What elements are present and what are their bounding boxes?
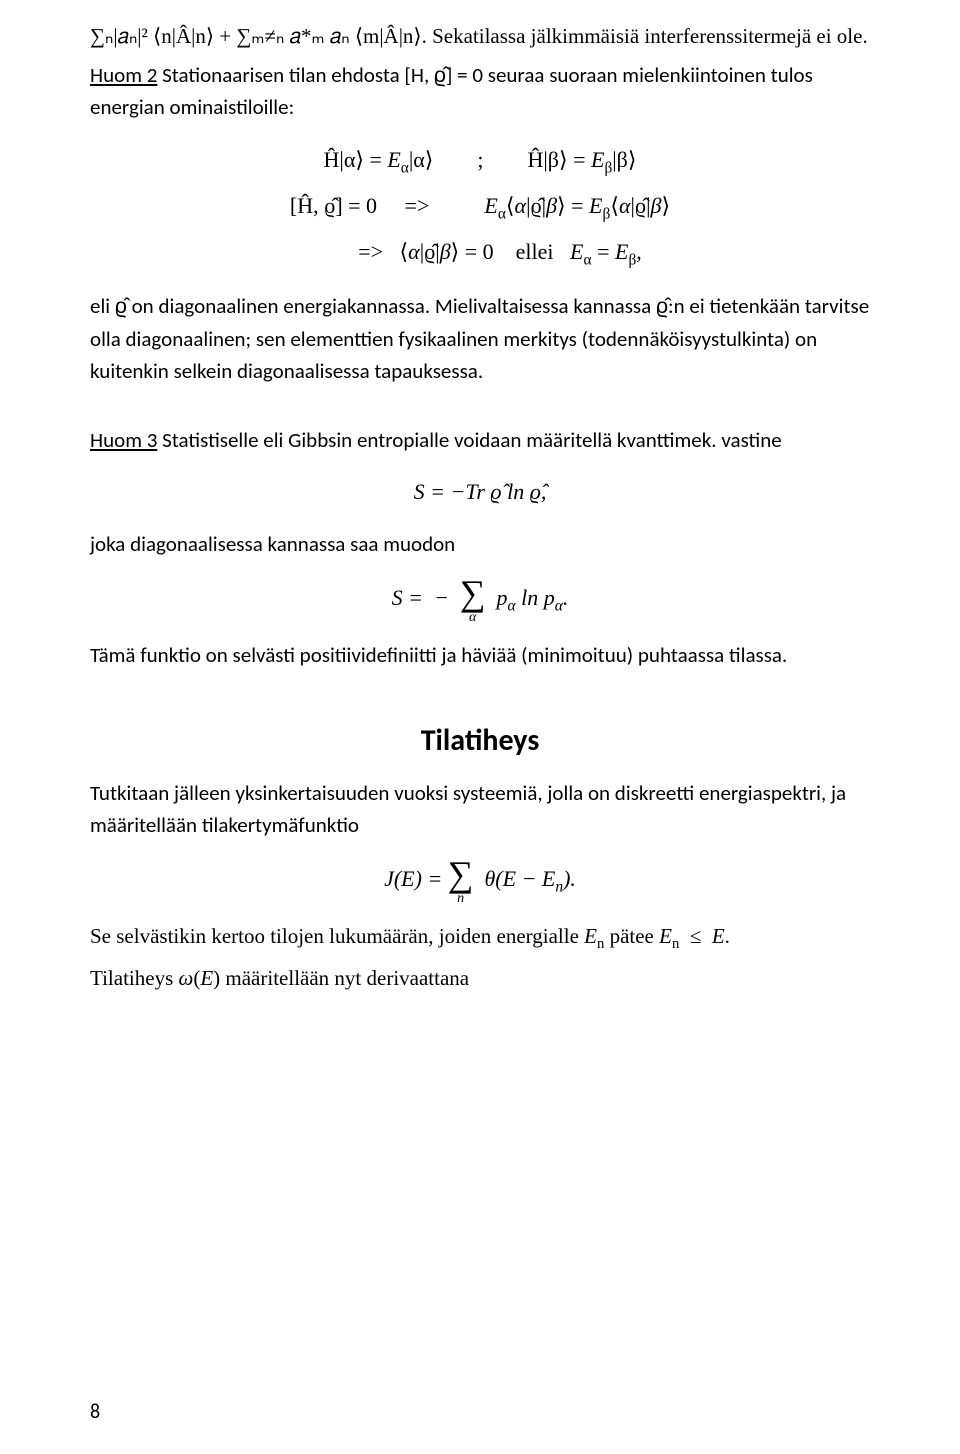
eq4-post: θ(E − En). [479, 866, 576, 891]
eq3-pre: S = − [392, 585, 455, 610]
sum-symbol-n: ∑ n [448, 856, 474, 906]
eq4-pre: J(E) = [384, 866, 448, 891]
paragraph-7: Tutkitaan jälleen yksinkertaisuuden vuok… [90, 777, 870, 842]
eq1-line2: [Ĥ, ϱ̂] = 0 => Eα⟨α|ϱ̂|β⟩ = Eβ⟨α|ϱ̂|β⟩ [90, 184, 870, 230]
eq3-post: pα ln pα. [491, 585, 568, 610]
page-number: 8 [90, 1400, 100, 1424]
note-label-2: Huom 2 [90, 62, 157, 88]
eq-inline-1: ∑ₙ|𝑎ₙ|² ⟨n|Â|n⟩ + ∑ₘ≠ₙ 𝑎*ₘ 𝑎ₙ ⟨m|Â|n⟩. S… [90, 24, 868, 48]
document-page: ∑ₙ|𝑎ₙ|² ⟨n|Â|n⟩ + ∑ₘ≠ₙ 𝑎*ₘ 𝑎ₙ ⟨m|Â|n⟩. S… [0, 0, 960, 1454]
paragraph-2-body: Stationaarisen tilan ehdosta [Ĥ, ϱ̂] = 0… [90, 62, 813, 121]
section-heading-tilatiheys: Tilatiheys [90, 722, 870, 759]
equation-block-3: S = − ∑ α pα ln pα. [90, 575, 870, 625]
paragraph-2: Huom 2 Stationaarisen tilan ehdosta [Ĥ, … [90, 59, 870, 124]
equation-block-2: S = −Tr ϱ̂ ln ϱ̂, [90, 470, 870, 514]
sum-symbol-alpha: ∑ α [460, 575, 486, 625]
eq1-line1: Ĥ|α⟩ = Eα|α⟩ ; Ĥ|β⟩ = Eβ|β⟩ [90, 138, 870, 184]
paragraph-4: Huom 3 Statistiselle eli Gibbsin entropi… [90, 424, 870, 457]
paragraph-4-body: Statistiselle eli Gibbsin entropialle vo… [157, 427, 781, 453]
note-label-3: Huom 3 [90, 427, 157, 453]
paragraph-5: joka diagonaalisessa kannassa saa muodon [90, 528, 870, 561]
paragraph-3: eli ϱ̂ on diagonaalinen energiakannassa.… [90, 290, 870, 388]
spacer [90, 394, 870, 424]
paragraph-9: Tilatiheys ω(E) määritellään nyt derivaa… [90, 962, 870, 995]
eq2-text: S = −Tr ϱ̂ ln ϱ̂, [414, 479, 547, 504]
paragraph-6: Tämä funktio on selvästi positiividefini… [90, 639, 870, 672]
equation-block-1: Ĥ|α⟩ = Eα|α⟩ ; Ĥ|β⟩ = Eβ|β⟩ [Ĥ, ϱ̂] = 0 … [90, 138, 870, 277]
paragraph-1: ∑ₙ|𝑎ₙ|² ⟨n|Â|n⟩ + ∑ₘ≠ₙ 𝑎*ₘ 𝑎ₙ ⟨m|Â|n⟩. S… [90, 20, 870, 53]
equation-block-4: J(E) = ∑ n θ(E − En). [90, 856, 870, 906]
paragraph-8: Se selvästikin kertoo tilojen lukumäärän… [90, 920, 870, 956]
eq1-line3: => ⟨α|ϱ̂|β⟩ = 0 ellei Eα = Eβ, [90, 230, 870, 276]
